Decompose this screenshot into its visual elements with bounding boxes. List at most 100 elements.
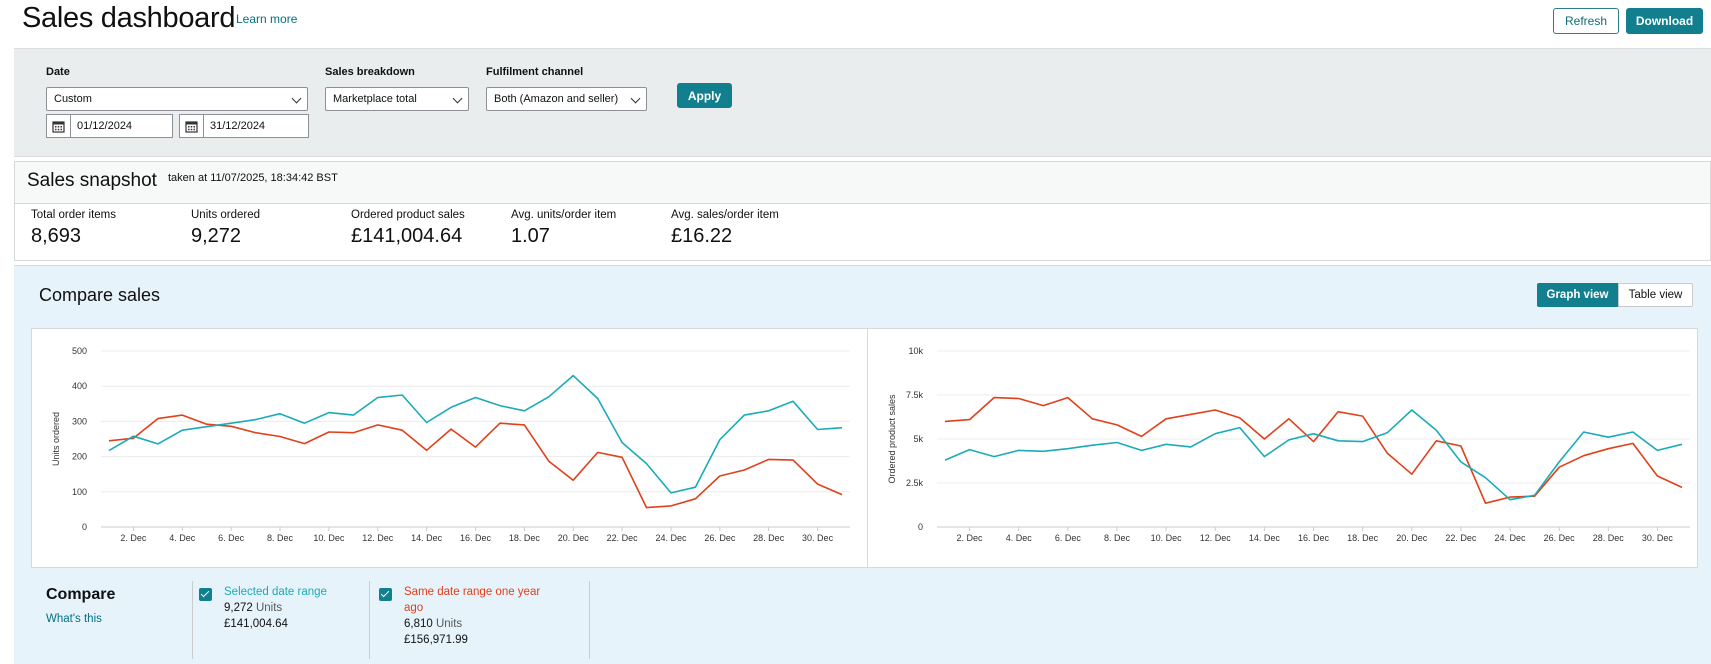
legend-title: Compare	[46, 586, 116, 603]
y-tick-label: 7.5k	[906, 390, 924, 400]
y-tick-label: 500	[72, 346, 87, 356]
legend-units-label: Units	[255, 602, 283, 614]
channel-select[interactable]: Both (Amazon and seller)	[486, 87, 647, 111]
previous-range-line	[944, 396, 1683, 504]
start-date-field[interactable]: 01/12/2024	[46, 114, 173, 138]
x-tick-label: 10. Dec	[1151, 533, 1183, 543]
legend-previous-range: Same date range one year ago 6,810 Units…	[379, 584, 554, 654]
legend-item-title: Same date range one year ago	[404, 586, 541, 614]
metric-total-order-items: Total order items 8,693	[31, 209, 116, 248]
y-tick-label: 5k	[913, 434, 923, 444]
breakdown-select[interactable]: Marketplace total	[325, 87, 469, 111]
x-tick-label: 2. Dec	[120, 533, 147, 543]
y-tick-label: 300	[72, 416, 87, 426]
previous-range-checkbox[interactable]	[379, 588, 392, 601]
date-filter-label: Date	[46, 66, 70, 78]
compare-legend: Compare What's this Selected date range …	[31, 578, 1698, 659]
chevron-down-icon	[452, 93, 463, 104]
calendar-icon[interactable]	[47, 115, 71, 137]
end-date-value: 31/12/2024	[210, 120, 266, 132]
breakdown-select-value: Marketplace total	[333, 93, 417, 105]
refresh-button[interactable]: Refresh	[1553, 8, 1619, 34]
table-view-button[interactable]: Table view	[1618, 283, 1693, 307]
x-tick-label: 22. Dec	[1445, 533, 1477, 543]
y-axis-label: Ordered product sales	[887, 394, 897, 484]
x-tick-label: 16. Dec	[460, 533, 492, 543]
compare-sales-title: Compare sales	[39, 285, 161, 305]
metric-label: Ordered product sales	[351, 209, 465, 221]
x-tick-label: 26. Dec	[1544, 533, 1576, 543]
legend-sales-value: £156,971.99	[404, 634, 468, 646]
x-tick-label: 26. Dec	[704, 533, 736, 543]
previous-range-line	[108, 414, 843, 509]
x-tick-label: 24. Dec	[655, 533, 687, 543]
sales-snapshot: Sales snapshot taken at 11/07/2025, 18:3…	[14, 161, 1711, 261]
x-tick-label: 14. Dec	[411, 533, 443, 543]
snapshot-header: Sales snapshot taken at 11/07/2025, 18:3…	[15, 162, 1710, 204]
metric-value: 8,693	[31, 225, 82, 247]
chevron-down-icon	[630, 93, 641, 104]
learn-more-link[interactable]: Learn more	[236, 12, 298, 26]
legend-divider	[192, 581, 193, 659]
x-tick-label: 20. Dec	[1396, 533, 1428, 543]
metric-value: 9,272	[191, 225, 242, 247]
metric-avg-units: Avg. units/order item 1.07	[511, 209, 616, 248]
x-tick-label: 2. Dec	[957, 533, 984, 543]
download-button[interactable]: Download	[1626, 8, 1703, 34]
x-tick-label: 18. Dec	[1347, 533, 1379, 543]
y-tick-label: 400	[72, 381, 87, 391]
x-tick-label: 4. Dec	[1006, 533, 1033, 543]
filter-bar: Date Custom 01/12/2024 31/12/2024 Sales …	[14, 48, 1711, 157]
x-tick-label: 4. Dec	[169, 533, 196, 543]
compare-sales-panel: Compare sales Graph view Table view 0 100…	[14, 265, 1711, 664]
ordered-product-sales-chart: 0 2.5k 5k 7.5k 10k 2. Dec 4. Dec 6. Dec 8. Dec 10…	[887, 346, 1690, 543]
channel-select-value: Both (Amazon and seller)	[494, 93, 619, 105]
x-tick-label: 16. Dec	[1298, 533, 1330, 543]
graph-view-button[interactable]: Graph view	[1537, 283, 1618, 307]
metric-units-ordered: Units ordered 9,272	[191, 209, 260, 248]
selected-range-line	[108, 374, 843, 494]
x-tick-label: 22. Dec	[607, 533, 639, 543]
x-tick-label: 14. Dec	[1249, 533, 1281, 543]
snapshot-title: Sales snapshot	[27, 170, 157, 191]
apply-button[interactable]: Apply	[677, 83, 732, 108]
legend-units-label: Units	[435, 618, 463, 630]
date-select[interactable]: Custom	[46, 87, 308, 111]
legend-units-value: 6,810	[404, 618, 433, 630]
legend-sales-value: £141,004.64	[224, 618, 288, 630]
x-tick-label: 6. Dec	[1055, 533, 1082, 543]
x-tick-label: 8. Dec	[267, 533, 294, 543]
calendar-icon[interactable]	[180, 115, 204, 137]
legend-units-value: 9,272	[224, 602, 253, 614]
x-tick-label: 24. Dec	[1495, 533, 1527, 543]
selected-range-checkbox[interactable]	[199, 588, 212, 601]
legend-item-title: Selected date range	[224, 586, 327, 598]
whats-this-link[interactable]: What's this	[46, 613, 102, 625]
metric-label: Avg. units/order item	[511, 209, 617, 221]
x-tick-label: 30. Dec	[802, 533, 834, 543]
x-tick-label: 10. Dec	[313, 533, 345, 543]
legend-selected-range: Selected date range 9,272 Units £141,004…	[199, 584, 359, 654]
start-date-value: 01/12/2024	[77, 120, 133, 132]
x-tick-label: 18. Dec	[509, 533, 541, 543]
y-tick-label: 2.5k	[906, 478, 924, 488]
chevron-down-icon	[291, 93, 302, 104]
y-tick-label: 100	[72, 487, 87, 497]
end-date-field[interactable]: 31/12/2024	[179, 114, 309, 138]
metric-value: £16.22	[671, 225, 733, 247]
charts-container: 0 100 200 300 400 500 2. Dec 4. Dec 6. Dec 8. Dec…	[31, 328, 1698, 568]
x-tick-label: 28. Dec	[1593, 533, 1625, 543]
x-tick-label: 20. Dec	[558, 533, 590, 543]
chart-divider	[867, 329, 868, 567]
breakdown-filter-label: Sales breakdown	[325, 66, 415, 78]
y-tick-label: 0	[82, 522, 87, 532]
metric-ordered-product-sales: Ordered product sales £141,004.64	[351, 209, 465, 248]
x-tick-label: 12. Dec	[362, 533, 394, 543]
x-tick-label: 30. Dec	[1642, 533, 1674, 543]
metric-avg-sales: Avg. sales/order item £16.22	[671, 209, 779, 248]
metric-label: Avg. sales/order item	[671, 209, 779, 221]
date-select-value: Custom	[54, 93, 92, 105]
metric-value: £141,004.64	[351, 225, 463, 247]
channel-filter-label: Fulfilment channel	[486, 66, 584, 78]
y-tick-label: 200	[72, 452, 87, 462]
